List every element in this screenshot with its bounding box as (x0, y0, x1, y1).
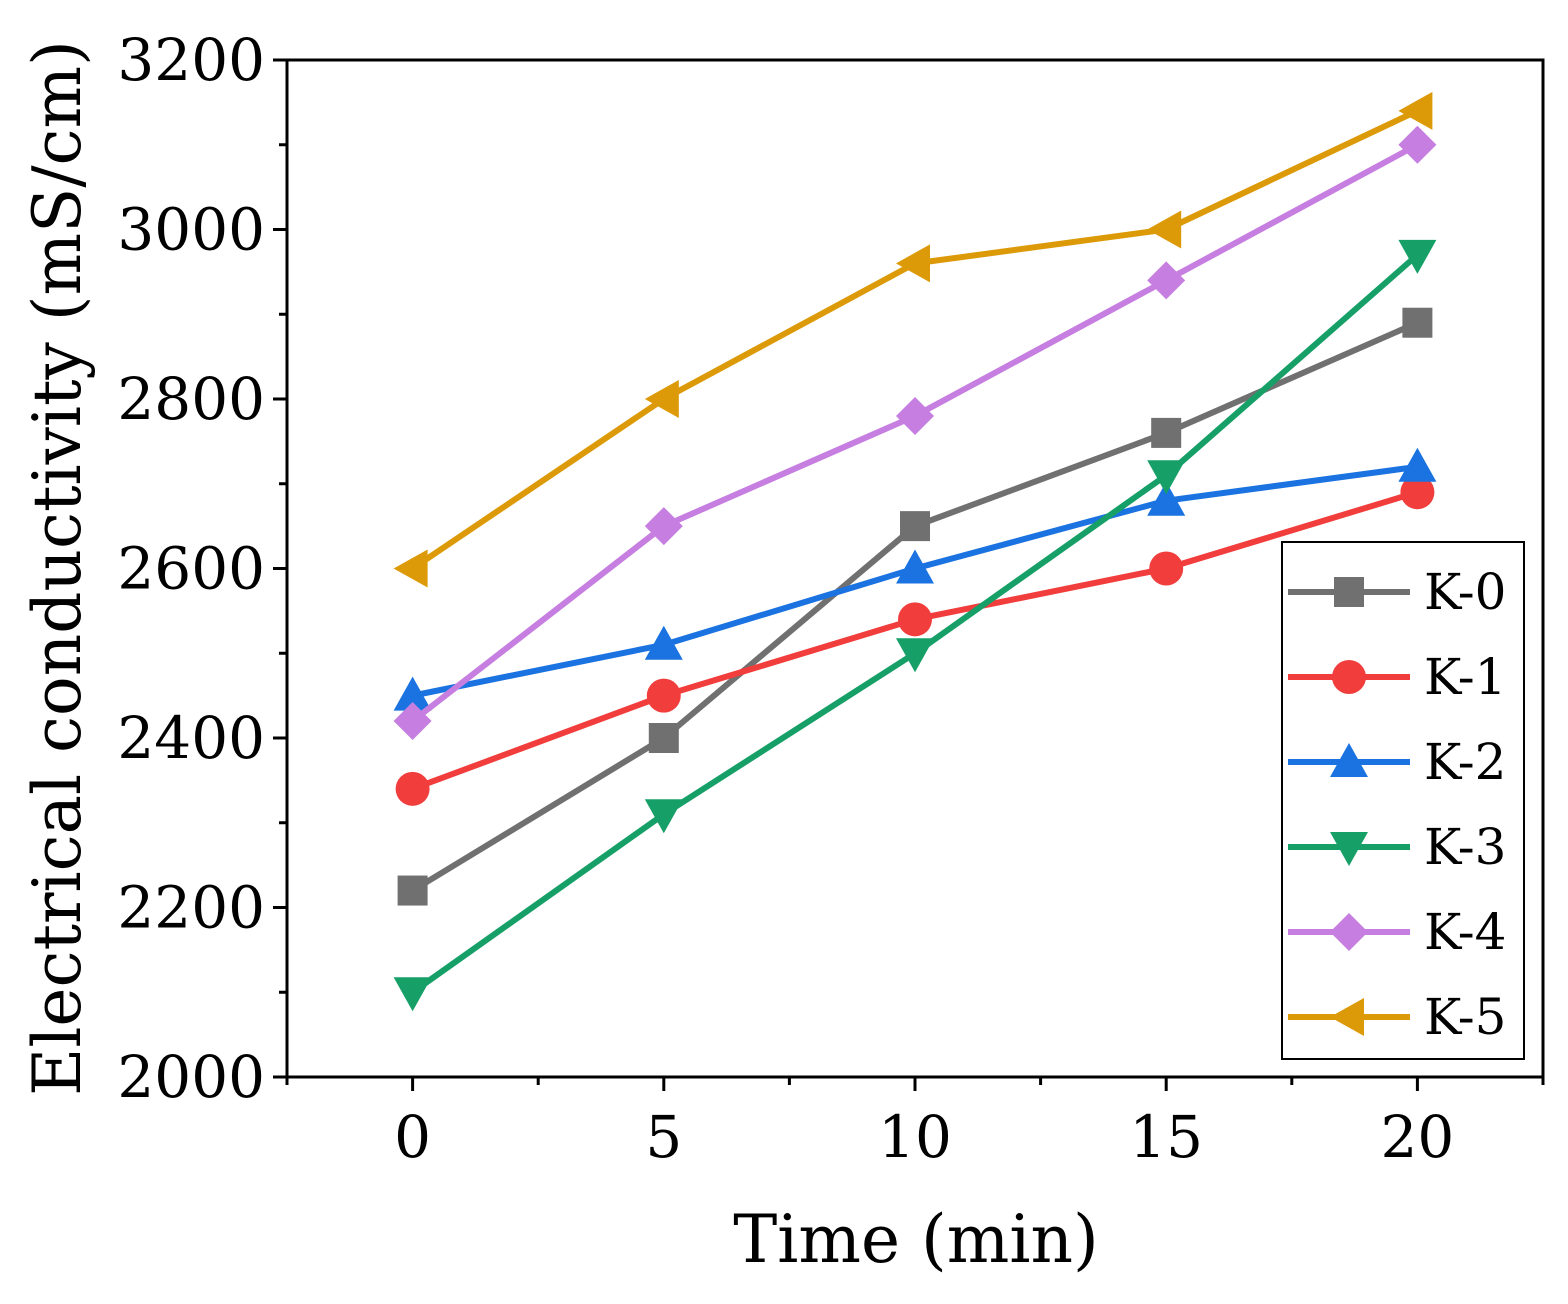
legend-label: K-1 (1424, 648, 1506, 706)
data-point (644, 625, 683, 660)
series-line (410, 108, 1419, 571)
data-point (644, 507, 683, 546)
data-point (896, 638, 934, 673)
data-point (1398, 447, 1437, 482)
legend-item: K-3 (1288, 818, 1506, 876)
data-point (393, 977, 432, 1012)
legend-box (1281, 541, 1525, 1060)
data-point (395, 771, 430, 806)
y-tick-label: 2200 (117, 874, 265, 942)
legend-label: K-2 (1424, 733, 1506, 791)
y-tick-label: 2400 (117, 704, 265, 772)
series-K-3 (393, 239, 1437, 1012)
data-point (896, 549, 934, 584)
legend-marker (1330, 743, 1368, 777)
x-tick-label: 5 (645, 1103, 682, 1171)
x-tick-label: 10 (878, 1103, 952, 1171)
legend-marker (1330, 998, 1364, 1036)
x-axis-title: Time (min) (733, 1201, 1098, 1278)
data-point (393, 702, 432, 741)
series-K-1 (395, 475, 1435, 806)
data-point (648, 723, 679, 753)
data-point (896, 244, 930, 283)
data-point (1398, 91, 1433, 130)
x-tick-label: 15 (1129, 1103, 1203, 1171)
data-point (900, 511, 930, 542)
data-point (1147, 481, 1186, 516)
series-K-5 (393, 91, 1433, 588)
legend-marker (1334, 577, 1364, 607)
x-tick-label: 20 (1380, 1103, 1454, 1171)
data-point (1147, 460, 1186, 495)
y-tick-label: 2600 (117, 535, 265, 603)
data-point (644, 380, 679, 418)
series-K-2 (393, 447, 1437, 711)
legend-marker (1330, 913, 1368, 951)
legend-item: K-1 (1288, 648, 1506, 706)
y-tick-label: 3000 (117, 196, 265, 264)
data-point (1398, 239, 1437, 274)
series-K-0 (397, 307, 1433, 906)
data-point (898, 602, 932, 637)
y-tick-label: 3200 (117, 26, 265, 94)
data-point (1147, 261, 1186, 300)
y-axis-title: Electrical conductivity (mS/cm) (19, 40, 96, 1096)
legend-item: K-4 (1288, 903, 1506, 961)
data-point (1398, 125, 1437, 164)
y-tick-label: 2000 (117, 1043, 265, 1111)
legend-marker (1332, 660, 1366, 694)
legend-label: K-5 (1424, 988, 1506, 1046)
legend-label: K-4 (1424, 903, 1506, 961)
data-point (393, 676, 432, 711)
legend-marker (1330, 832, 1368, 866)
data-point (1400, 475, 1435, 510)
y-tick-label: 2800 (117, 365, 265, 433)
data-point (646, 678, 681, 713)
data-point (644, 799, 683, 834)
data-point (393, 549, 428, 588)
series-K-4 (393, 125, 1437, 741)
legend-label: K-0 (1424, 563, 1506, 621)
legend-item: K-5 (1288, 988, 1506, 1046)
data-point (397, 875, 428, 906)
data-point (1402, 307, 1433, 338)
legend-item: K-0 (1288, 563, 1506, 621)
legend-label: K-3 (1424, 818, 1506, 876)
x-tick-label: 0 (394, 1103, 431, 1171)
data-point (896, 396, 934, 435)
data-point (1151, 417, 1182, 448)
legend-item: K-2 (1288, 733, 1506, 791)
data-point (1149, 551, 1184, 586)
data-point (1147, 210, 1182, 249)
